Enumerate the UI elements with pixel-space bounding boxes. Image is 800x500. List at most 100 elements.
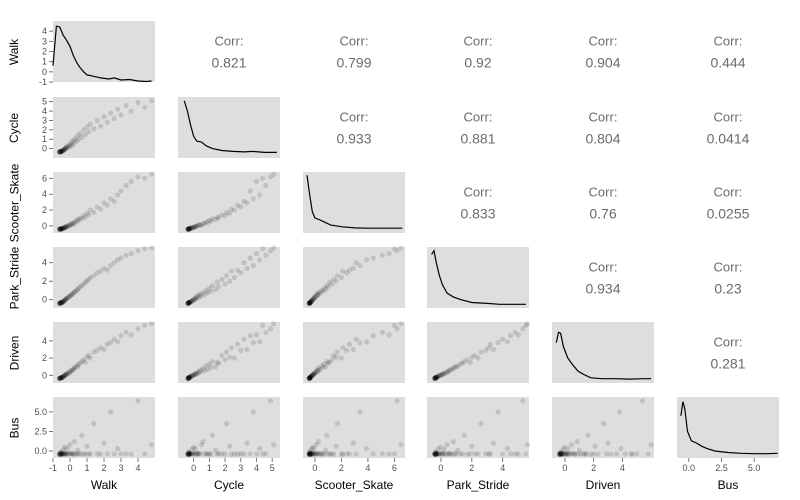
scatter-point bbox=[435, 451, 441, 457]
scatter-cycle-vs-walk bbox=[56, 98, 155, 155]
scatter-point bbox=[118, 333, 124, 339]
scatter-point bbox=[315, 439, 321, 445]
scatter-point bbox=[235, 341, 241, 347]
scatter-point bbox=[56, 376, 63, 382]
scatter-point bbox=[186, 375, 192, 381]
y-tick-label: 4 bbox=[42, 106, 47, 116]
scatter-point bbox=[115, 339, 121, 345]
panel-driven-driven bbox=[552, 322, 654, 383]
scatter-point bbox=[194, 370, 200, 376]
scatter-point bbox=[213, 364, 219, 370]
column-title-driven: Driven bbox=[585, 478, 621, 492]
scatter-point bbox=[61, 373, 67, 379]
scatter-point bbox=[325, 284, 331, 290]
scatter-point bbox=[622, 451, 628, 457]
scatter-point bbox=[260, 322, 266, 328]
scatter-point bbox=[189, 298, 195, 304]
scatter-point bbox=[307, 300, 313, 306]
scatter-point bbox=[189, 451, 195, 457]
scatter-point bbox=[307, 451, 313, 457]
scatter-point bbox=[186, 374, 193, 380]
scatter-point bbox=[561, 451, 567, 457]
scatter-point bbox=[432, 375, 438, 382]
corr-value: 0.881 bbox=[460, 131, 495, 147]
scatter-point bbox=[98, 451, 104, 457]
scatter-point bbox=[250, 340, 256, 346]
scatter-point bbox=[307, 451, 313, 457]
scatter-point bbox=[307, 375, 313, 381]
scatter-point bbox=[446, 367, 452, 374]
scatter-point bbox=[82, 131, 88, 138]
scatter-point bbox=[520, 398, 526, 404]
scatter-point bbox=[185, 451, 191, 457]
scatter-point bbox=[340, 451, 346, 457]
scatter-point bbox=[433, 375, 439, 381]
scatter-point bbox=[562, 444, 568, 450]
row-title-driven: Driven bbox=[2, 322, 26, 383]
scatter-point bbox=[101, 265, 107, 271]
panel-bus-cycle bbox=[178, 397, 280, 458]
scatter-point bbox=[64, 446, 71, 452]
scatter-point bbox=[74, 287, 80, 293]
panel-driven-park_stride bbox=[427, 322, 529, 383]
scatter-point bbox=[253, 332, 260, 338]
scatter-point bbox=[58, 451, 64, 457]
scatter-point bbox=[57, 226, 63, 232]
scatter-point bbox=[317, 366, 323, 372]
scatter-point bbox=[308, 298, 314, 305]
scatter-point bbox=[190, 225, 196, 231]
scatter-point bbox=[560, 446, 566, 452]
y-tick-label: 0 bbox=[42, 221, 47, 231]
y-tick-label: 4 bbox=[42, 258, 47, 268]
scatter-point bbox=[108, 110, 114, 116]
scatter-point bbox=[432, 375, 438, 381]
scatter-point bbox=[186, 375, 192, 381]
x-tick-label: 6 bbox=[392, 463, 397, 473]
scatter-point bbox=[391, 246, 397, 252]
scatter-point bbox=[316, 367, 322, 374]
scatter-point bbox=[104, 119, 110, 125]
scatter-point bbox=[69, 367, 75, 374]
scatter-point bbox=[235, 267, 241, 273]
scatter-point bbox=[98, 123, 104, 129]
scatter-point bbox=[515, 451, 521, 457]
scatter-point bbox=[58, 226, 64, 232]
scatter-point bbox=[98, 268, 104, 274]
scatter-point bbox=[213, 216, 219, 223]
scatter-point bbox=[186, 374, 192, 380]
scatter-point bbox=[185, 375, 191, 382]
panel-bus-driven bbox=[552, 397, 654, 458]
scatter-bus-vs-park_stride bbox=[432, 398, 531, 457]
scatter-point bbox=[247, 255, 253, 261]
scatter-point bbox=[189, 373, 195, 379]
scatter-point bbox=[197, 291, 203, 297]
x-tick-label: 5.0 bbox=[748, 463, 761, 473]
scatter-point bbox=[306, 451, 312, 457]
scatter-point bbox=[57, 149, 63, 155]
row-title-label: Scooter_Skate bbox=[7, 163, 21, 242]
scatter-point bbox=[250, 196, 256, 202]
scatter-point bbox=[315, 450, 321, 456]
scatter-point bbox=[200, 221, 206, 227]
scatter-point bbox=[190, 372, 196, 378]
panel-bus-walk bbox=[53, 397, 155, 458]
scatter-point bbox=[307, 375, 313, 381]
scatter-point bbox=[62, 372, 68, 378]
scatter-point bbox=[432, 451, 438, 457]
scatter-point bbox=[353, 336, 359, 342]
scatter-point bbox=[101, 440, 107, 446]
scatter-point bbox=[219, 276, 225, 282]
scatter-point bbox=[62, 146, 68, 152]
scatter-point bbox=[309, 298, 315, 304]
scatter-point bbox=[475, 355, 481, 361]
x-tick-label: -1 bbox=[49, 463, 57, 473]
scatter-point bbox=[58, 451, 64, 457]
scatter-point bbox=[322, 364, 329, 370]
scatter-point bbox=[353, 451, 359, 457]
scatter-point bbox=[91, 209, 97, 215]
scatter-point bbox=[432, 451, 438, 457]
corr-value: 0.444 bbox=[710, 55, 745, 71]
scatter-point bbox=[108, 409, 114, 415]
scatter-point bbox=[71, 439, 77, 445]
scatter-point bbox=[307, 300, 313, 306]
